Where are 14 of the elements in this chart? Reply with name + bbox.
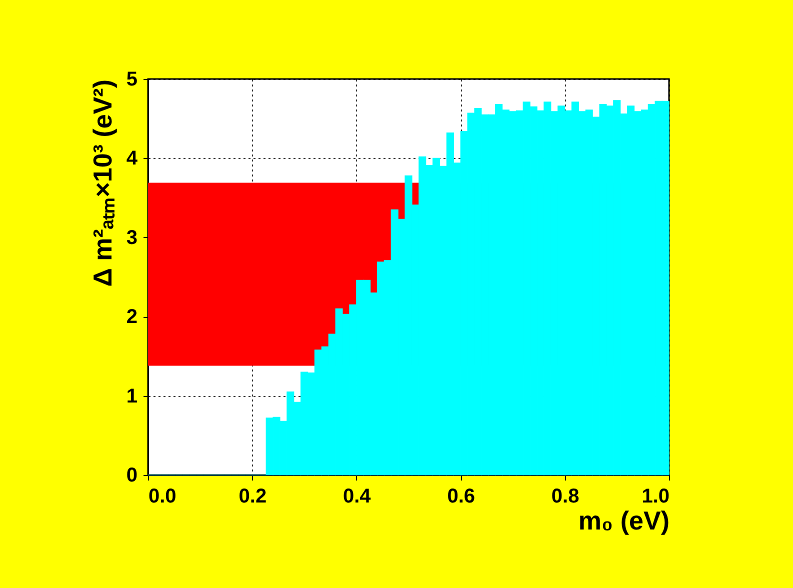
- x-tick-label: 0.2: [238, 486, 267, 508]
- x-tick-label: 0.8: [551, 486, 580, 508]
- y-tick-label: 4: [126, 148, 138, 170]
- x-tick-label: 0.0: [148, 486, 176, 508]
- x-axis-title: m₀ (eV): [578, 506, 670, 536]
- x-tick-label: 1.0: [642, 486, 670, 508]
- x-tick-label: 0.6: [447, 486, 476, 508]
- y-tick-label: 2: [126, 306, 138, 328]
- y-axis-title: Δ m²ₐₜₘ×10³ (eV²): [87, 80, 118, 287]
- x-tick-label: 0.4: [342, 486, 372, 508]
- y-tick-label: 5: [126, 68, 138, 90]
- y-tick-label: 0: [126, 464, 138, 486]
- y-tick-label: 3: [126, 226, 138, 249]
- y-tick-label: 1: [126, 385, 138, 408]
